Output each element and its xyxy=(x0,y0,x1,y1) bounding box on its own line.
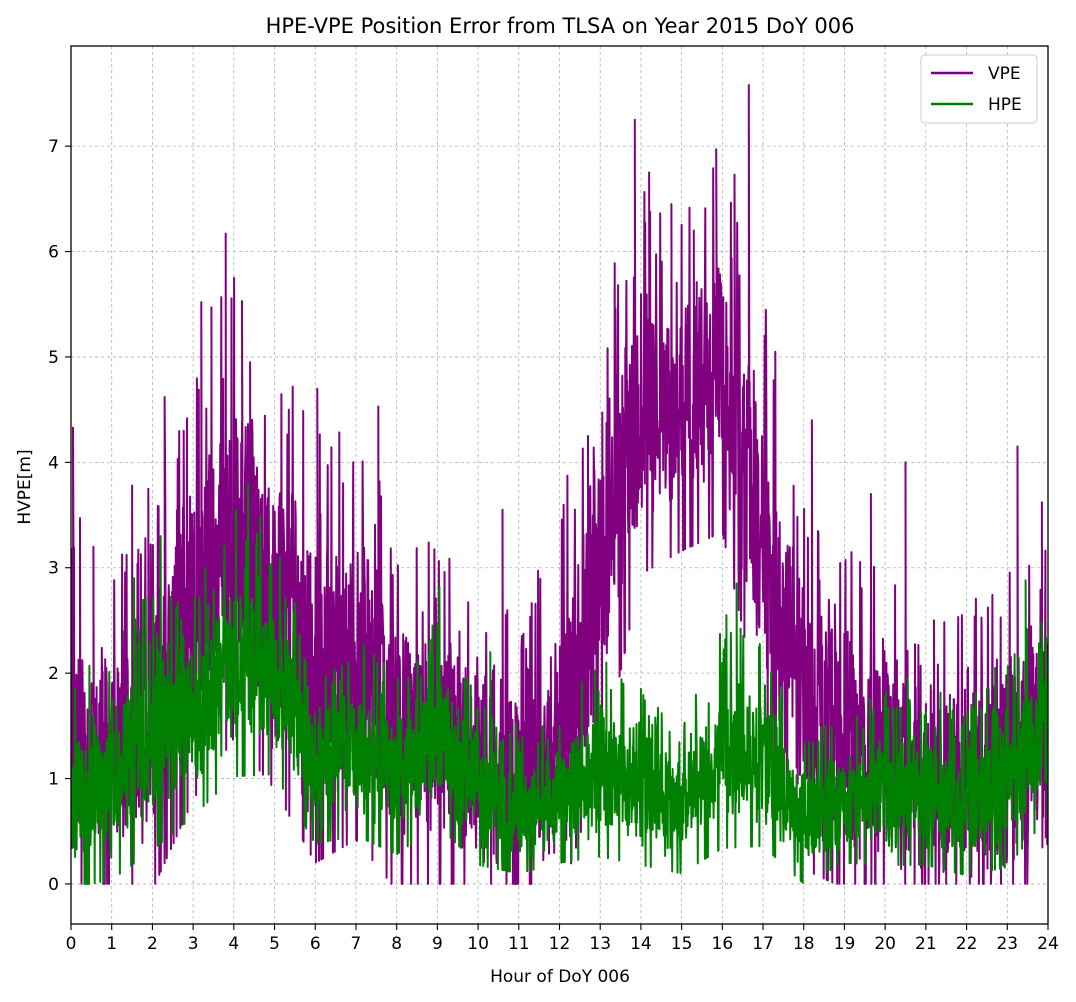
x-tick-label: 3 xyxy=(188,934,199,954)
y-tick-label: 3 xyxy=(48,559,59,579)
legend: VPE HPE xyxy=(920,54,1038,124)
series-line-hpe xyxy=(71,482,1048,885)
chart-title: HPE-VPE Position Error from TLSA on Year… xyxy=(266,14,855,38)
x-tick-label: 12 xyxy=(549,934,571,954)
x-tick-label: 15 xyxy=(671,934,693,954)
x-tick-label: 9 xyxy=(432,934,443,954)
x-tick-label: 20 xyxy=(874,934,896,954)
y-tick-label: 1 xyxy=(48,770,59,790)
x-tick-label: 17 xyxy=(752,934,774,954)
x-tick-label: 24 xyxy=(1037,934,1059,954)
y-tick-label: 2 xyxy=(48,664,59,684)
x-tick-label: 6 xyxy=(310,934,321,954)
y-tick-label: 7 xyxy=(48,137,59,157)
x-axis-label: Hour of DoY 006 xyxy=(490,967,630,987)
x-tick-label: 8 xyxy=(391,934,402,954)
legend-label-hpe: HPE xyxy=(988,95,1022,115)
x-tick-label: 11 xyxy=(508,934,530,954)
y-tick-label: 6 xyxy=(48,243,59,263)
x-axis-ticks: 0 1 2 3 4 5 6 7 8 9 10 11 12 13 14 15 16 17 18 19 20 21 22 23 24 xyxy=(66,924,1059,954)
x-tick-label: 18 xyxy=(793,934,815,954)
y-tick-label: 0 xyxy=(48,875,59,895)
x-tick-label: 19 xyxy=(834,934,856,954)
x-tick-label: 14 xyxy=(630,934,652,954)
y-axis-label: HVPE[m] xyxy=(15,449,35,524)
x-tick-label: 23 xyxy=(996,934,1018,954)
series-layer xyxy=(71,84,1048,885)
x-tick-label: 4 xyxy=(228,934,239,954)
x-tick-label: 13 xyxy=(589,934,611,954)
y-tick-label: 5 xyxy=(48,348,59,368)
x-tick-label: 16 xyxy=(712,934,734,954)
x-tick-label: 7 xyxy=(351,934,362,954)
x-tick-label: 21 xyxy=(915,934,937,954)
x-tick-label: 1 xyxy=(106,934,117,954)
legend-label-vpe: VPE xyxy=(988,64,1021,84)
x-tick-label: 10 xyxy=(467,934,489,954)
y-tick-label: 4 xyxy=(48,453,59,473)
x-tick-label: 0 xyxy=(66,934,77,954)
y-axis-ticks: 0 1 2 3 4 5 6 7 xyxy=(48,137,71,895)
x-tick-label: 5 xyxy=(269,934,280,954)
x-tick-label: 22 xyxy=(956,934,978,954)
x-tick-label: 2 xyxy=(147,934,158,954)
